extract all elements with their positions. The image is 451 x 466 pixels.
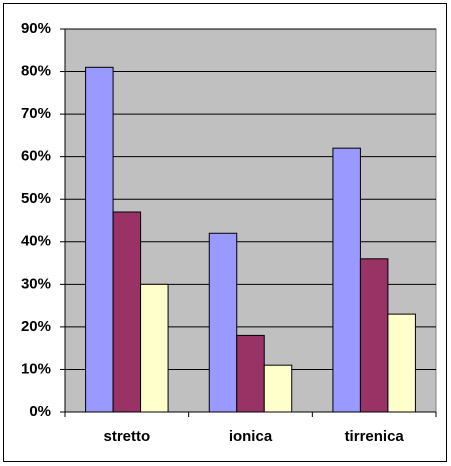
bar [140,283,169,413]
bar [387,313,416,413]
y-tick-label: 60% [21,148,51,165]
y-tick-label: 80% [21,63,51,80]
bar [236,334,265,413]
x-tick-label: tirrenica [345,428,405,445]
y-tick-label: 20% [21,318,51,335]
y-tick-label: 40% [21,233,51,250]
y-tick-label: 90% [21,20,51,37]
y-tick-label: 0% [29,403,51,420]
bar [332,147,361,413]
bar [85,66,114,413]
x-tick-label: ionica [229,428,273,445]
y-tick-label: 50% [21,190,51,207]
bar [359,258,389,413]
y-tick-label: 70% [21,105,51,122]
y-tick-label: 10% [21,360,51,377]
bar [112,211,142,413]
bar [208,232,238,413]
y-tick-label: 30% [21,275,51,292]
x-tick-label: stretto [103,428,150,445]
bar [263,364,293,413]
